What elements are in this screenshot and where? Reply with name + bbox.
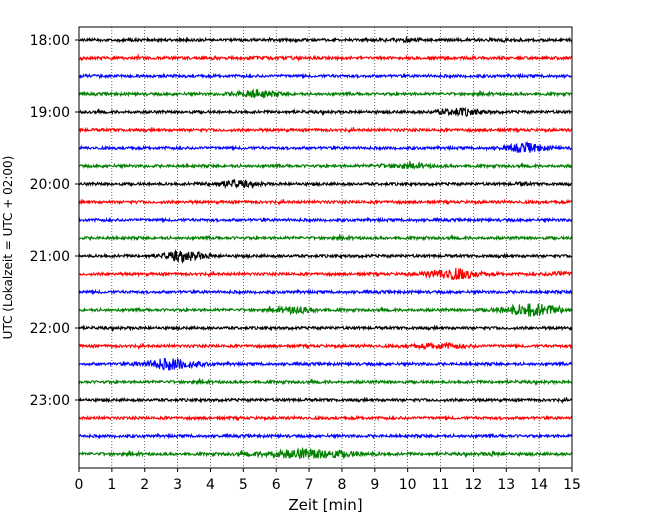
seismic-trace-line [78,357,573,371]
seismic-trace-line [78,72,573,80]
seismic-trace-line [78,35,573,44]
x-tick-label: 3 [173,477,182,493]
x-tick-label: 12 [464,477,482,493]
seismic-trace-line [78,303,573,317]
seismic-trace-line [78,140,573,153]
x-tick-label: 6 [272,477,281,493]
seismic-trace-line [78,432,573,440]
x-tick-label: 8 [337,477,346,493]
y-tick-label: 20:00 [30,177,70,193]
x-tick-label: 7 [305,477,314,493]
seismic-trace-line [78,267,573,281]
y-tick-label: 19:00 [30,105,70,121]
x-tick-label: 11 [432,477,450,493]
seismic-trace-line [78,446,573,460]
x-tick-label: 15 [563,477,581,493]
x-tick-label: 2 [140,477,149,493]
seismic-trace-line [78,198,573,207]
x-tick-label: 14 [530,477,548,493]
seismic-trace-line [78,414,573,422]
y-tick-label: 21:00 [30,249,70,265]
seismic-trace-line [78,88,573,100]
seismic-trace-line [78,288,573,296]
y-tick-label: 23:00 [30,393,70,409]
plot-frame [78,26,573,469]
seismic-trace-line [78,396,573,405]
y-axis-label: UTC (Lokalzeit = UTC + 02:00) [1,156,15,340]
seismic-trace-line [78,378,573,387]
seismic-trace-line [78,234,573,242]
x-tick-label: 5 [239,477,248,493]
seismic-traces [78,35,573,460]
seismic-trace-line [78,249,573,265]
seismic-trace-line [78,160,573,171]
seismic-trace-line [78,178,573,190]
y-axis-ticks: 18:00 19:00 20:00 21:00 22:00 23:00 [30,33,79,409]
seismic-trace-line [78,52,573,63]
y-tick-label: 18:00 [30,33,70,49]
seismic-trace-line [78,341,573,351]
x-tick-label: 13 [497,477,515,493]
y-tick-label: 22:00 [30,321,70,337]
x-tick-label: 10 [399,477,417,493]
x-tick-label: 1 [107,477,116,493]
x-tick-label: 9 [370,477,379,493]
x-tick-label: 4 [206,477,215,493]
seismic-trace-line [78,216,573,224]
seismic-trace-line [78,106,573,118]
x-axis-ticks: 0 1 2 3 4 5 6 7 8 9 10 11 12 13 14 15 [75,468,581,493]
seismic-trace-line [78,126,573,135]
seismic-trace-line [78,324,573,333]
x-axis-label: Zeit [min] [288,496,362,514]
x-tick-label: 0 [75,477,84,493]
